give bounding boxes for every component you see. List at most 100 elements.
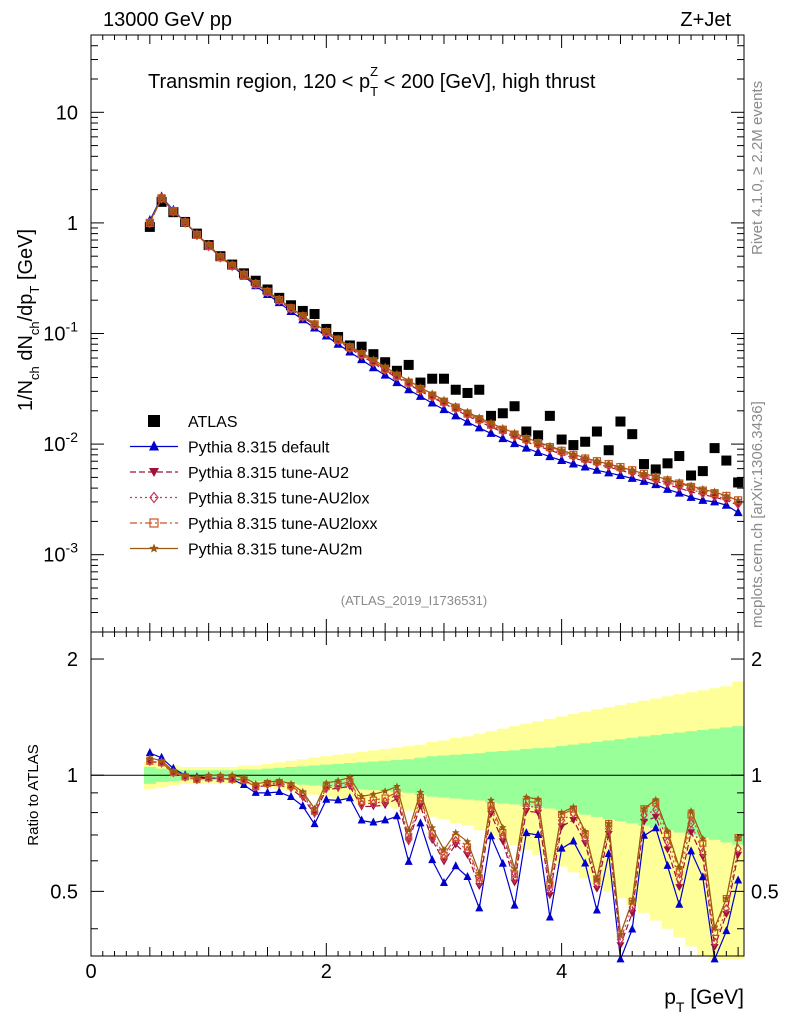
au2m-point [440,845,448,853]
au2m-point [569,803,578,811]
stat-uncertainty-band [496,751,510,804]
au2m-point [498,423,508,432]
default-point [687,846,696,855]
au2m-point [639,469,649,478]
default-point [545,912,554,921]
au2m-point [251,779,260,787]
au2m-point [192,229,202,238]
main-ylabel: 1/Nch dNch/dpT [GeV] [15,229,42,411]
default-point [463,871,472,880]
au2m-point [345,341,355,350]
au2m-point [510,428,519,437]
atlas-point [148,415,160,427]
stat-uncertainty-band [696,729,710,838]
au2m-point [263,778,272,786]
au2m-point [299,787,307,795]
default-point [604,467,614,477]
legend-label: Pythia 8.315 default [188,440,330,457]
stat-uncertainty-band [614,739,627,822]
au2m-point [557,445,566,454]
y-tick-label: 10 [56,102,78,124]
atlas-point [709,443,720,454]
atlas-point [721,455,732,466]
au2m-point [675,863,684,871]
au2lox-point [616,934,625,945]
au2lox-point [346,779,354,790]
au2m-point [251,278,260,287]
atlas-point [733,477,744,488]
au2m-point [146,753,154,762]
stat-uncertainty-band [661,733,674,831]
stat-uncertainty-band [626,737,639,824]
au2m-point [357,792,366,800]
au2m-point [663,474,672,483]
au2m-point [298,311,308,320]
au2m-point [522,433,531,442]
y-tick-label: 1 [67,213,78,235]
au2m-point [145,217,155,226]
au2m-point [722,491,731,500]
stat-uncertainty-band [567,744,580,813]
rivet-label: Rivet 4.1.0, ≥ 2.2M events [749,81,766,255]
stat-uncertainty-band [438,755,451,798]
au2m-point [652,795,660,803]
atlas-point [533,430,544,441]
au2m-point [416,383,425,392]
au2lox-point [428,831,436,842]
au2lox-point [710,937,719,948]
default-point [534,829,543,838]
au2m-point [627,465,637,474]
default-point [392,811,401,820]
au2m-point [263,286,272,296]
au2m-point [451,828,460,836]
default-point [522,828,531,837]
au2m-point [604,459,613,468]
main-series-markers [144,191,744,517]
au2m-point [616,462,625,471]
stat-uncertainty-band [543,747,557,809]
au2m-point [451,401,460,410]
default-point [334,795,343,804]
default-point [592,905,601,914]
au2m-point [463,837,472,845]
default-point [698,494,708,504]
au2-point [734,851,743,859]
au2m-point [604,819,613,827]
au2loxx-point [393,788,401,797]
au2m-point [534,795,542,803]
axis-ticks: 0 2 4 10-3 10-2 10-1 1 10 0.5 0.5 1 1 2 2 [43,34,779,983]
legend-label: ATLAS [188,414,238,431]
ratio-y-tick-label-right: 2 [751,649,762,671]
legend-label: Pythia 8.315 tune-AU2loxx [188,516,377,533]
default-point [451,410,461,420]
atlas-point [462,387,473,398]
au2m-point [463,407,472,416]
x-tick-label: 0 [85,961,96,983]
au2m-point [722,894,731,902]
au2m-point [204,240,213,249]
stat-uncertainty-band [379,760,392,792]
ratio-frame [90,631,745,957]
header-right: Z+Jet [680,9,731,31]
default-point [581,858,590,867]
default-point [486,427,496,437]
default-point [734,875,743,884]
au2m-point [486,418,496,427]
au2m-point [239,269,249,278]
default-point [533,446,543,456]
default-point [521,442,531,452]
au2m-point [592,456,602,465]
legend: ATLAS Pythia 8.315 default Pythia 8.315 tu… [130,414,377,559]
au2lox-point [204,772,213,783]
atlas-point [309,309,320,320]
stat-uncertainty-band [426,756,439,797]
atlas-point [650,464,661,475]
atlas-point [403,359,414,370]
series-line [149,197,739,506]
au2m-point [416,788,425,796]
au2m-point [475,413,484,422]
stat-uncertainty-band [638,736,651,826]
au2m-point [628,897,636,905]
au2m-point [557,808,566,816]
